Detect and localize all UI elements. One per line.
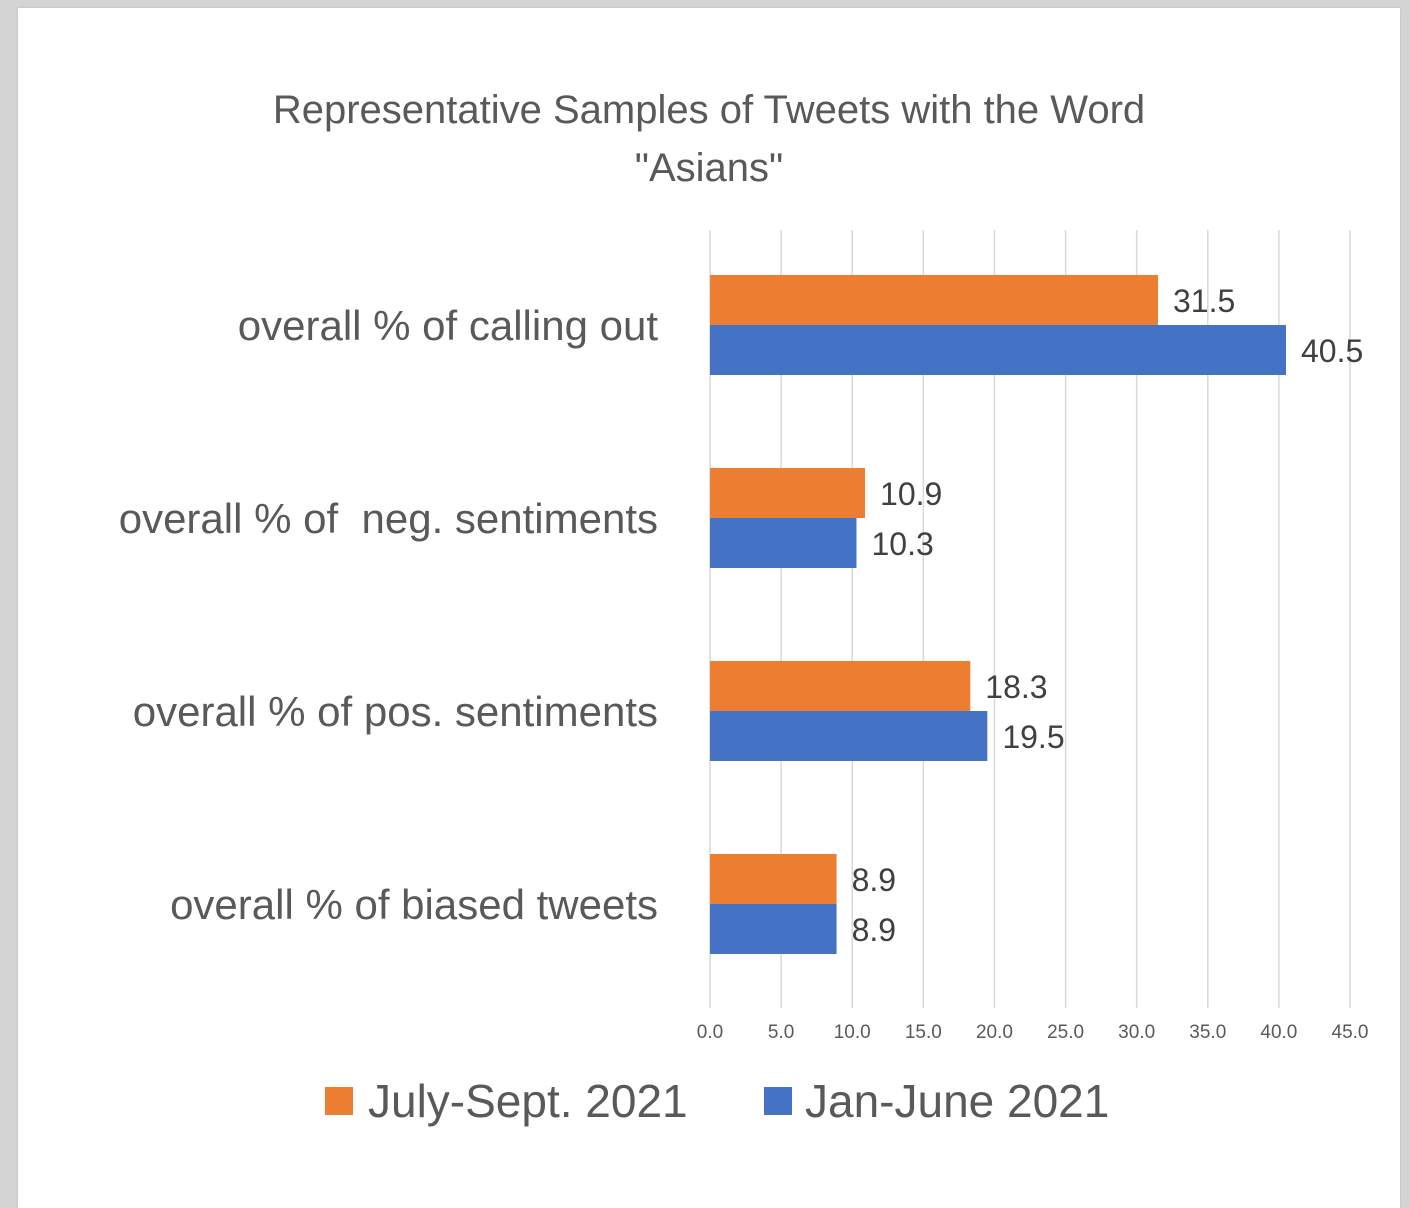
legend: July-Sept. 2021 Jan-June 2021 <box>325 1075 1109 1127</box>
bar <box>710 325 1286 375</box>
legend-label: Jan-June 2021 <box>805 1075 1109 1127</box>
data-label: 18.3 <box>985 669 1047 705</box>
data-labels: 31.5 40.5 10.9 10.3 18.3 19.5 8.9 8.9 <box>852 283 1364 948</box>
category-label: overall % of neg. sentiments <box>119 495 658 542</box>
bar <box>710 468 866 518</box>
chart-title-line: Representative Samples of Tweets with th… <box>273 88 1145 132</box>
data-label: 8.9 <box>852 862 896 898</box>
data-label: 31.5 <box>1173 283 1235 319</box>
x-tick-label: 20.0 <box>976 1022 1013 1043</box>
category-label: overall % of biased tweets <box>170 881 658 928</box>
x-axis-ticks: 0.0 5.0 10.0 15.0 20.0 25.0 30.0 35.0 40.0 45.0 <box>697 1022 1369 1043</box>
x-tick-label: 15.0 <box>905 1022 942 1043</box>
data-label: 19.5 <box>1002 719 1064 755</box>
x-tick-label: 35.0 <box>1189 1022 1226 1043</box>
data-label: 10.9 <box>880 476 942 512</box>
category-labels: overall % of calling out overall % of neg… <box>119 302 659 928</box>
bar <box>710 904 837 954</box>
x-tick-label: 5.0 <box>768 1022 794 1043</box>
category-label: overall % of calling out <box>238 302 659 349</box>
x-tick-label: 0.0 <box>697 1022 723 1043</box>
x-tick-label: 45.0 <box>1332 1022 1369 1043</box>
data-label: 8.9 <box>852 912 896 948</box>
legend-swatch <box>764 1087 792 1115</box>
x-tick-label: 10.0 <box>834 1022 871 1043</box>
bar <box>710 711 988 761</box>
bar <box>710 854 837 904</box>
chart-title: Representative Samples of Tweets with th… <box>273 88 1145 190</box>
chart-svg: Representative Samples of Tweets with th… <box>119 88 1369 1127</box>
x-tick-label: 40.0 <box>1260 1022 1297 1043</box>
x-tick-label: 25.0 <box>1047 1022 1084 1043</box>
category-label: overall % of pos. sentiments <box>133 688 658 735</box>
legend-label: July-Sept. 2021 <box>368 1075 688 1127</box>
x-tick-label: 30.0 <box>1118 1022 1155 1043</box>
bars <box>710 275 1286 954</box>
data-label: 40.5 <box>1301 333 1363 369</box>
bar <box>710 518 857 568</box>
bar <box>710 275 1158 325</box>
legend-swatch <box>325 1087 353 1115</box>
bar <box>710 661 971 711</box>
chart-title-line: "Asians" <box>635 146 783 190</box>
data-label: 10.3 <box>871 526 933 562</box>
chart-frame: Representative Samples of Tweets with th… <box>18 8 1400 1208</box>
